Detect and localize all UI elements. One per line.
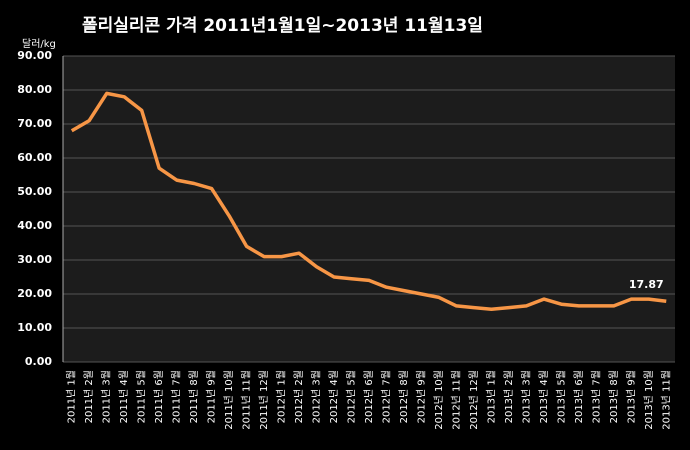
x-tick-label: 2012년 5월 [346,370,358,423]
x-tick-label: 2011년 9월 [206,370,218,423]
x-tick-label: 2012년 6월 [363,370,375,423]
y-axis-label: 달러/kg [22,38,56,50]
x-tick-label: 2012년 11월 [450,370,462,430]
y-tick-label: 40.00 [17,219,52,232]
y-tick-label: 80.00 [17,83,52,96]
x-tick-label: 2012년 10월 [433,370,445,430]
y-tick-label: 60.00 [17,151,52,164]
x-tick-label: 2012년 9월 [415,370,427,423]
x-tick-label: 2012년 2월 [293,370,305,423]
y-tick-label: 0.00 [25,355,52,368]
x-tick-label: 2012년 3월 [311,370,323,423]
x-tick-label: 2013년 10월 [643,370,655,430]
x-tick-label: 2011년 4월 [118,370,130,423]
x-tick-label: 2011년 11월 [241,370,253,430]
x-tick-label: 2013년 1월 [485,370,497,423]
y-tick-label: 30.00 [17,253,52,266]
x-tick-label: 2011년 8월 [188,370,200,423]
x-tick-label: 2013년 2월 [503,370,515,423]
x-tick-label: 2012년 7월 [380,370,392,423]
x-tick-label: 2011년 2월 [83,370,95,423]
chart-title: 폴리실리콘 가격 2011년1월1일~2013년 11월13일 [82,16,483,36]
data-line [70,91,667,312]
x-tick-label: 2011년 3월 [101,370,113,423]
data-label: 17.87 [629,278,664,291]
x-tick-label: 2011년 12월 [258,370,270,430]
x-tick-label: 2013년 3월 [520,370,532,423]
y-tick-label: 90.00 [17,49,52,62]
y-tick-label: 10.00 [17,321,52,334]
x-tick-label: 2013년 4월 [538,370,550,423]
x-tick-label: 2012년 12월 [468,370,480,430]
x-tick-label: 2011년 5월 [136,370,148,423]
plot-area [63,56,675,362]
x-tick-label: 2011년 10월 [223,370,235,430]
y-tick-label: 20.00 [17,287,52,300]
x-tick-label: 2011년 1월 [66,370,78,423]
x-tick-label: 2013년 11월 [660,370,672,430]
x-tick-label: 2012년 1월 [276,370,288,423]
x-tick-label: 2013년 8월 [608,370,620,423]
x-tick-label: 2013년 9월 [625,370,637,423]
x-tick-label: 2013년 5월 [555,370,567,423]
y-tick-label: 50.00 [17,185,52,198]
x-tick-label: 2013년 6월 [573,370,585,423]
x-tick-label: 2011년 7월 [171,370,183,423]
x-tick-label: 2013년 7월 [590,370,602,423]
y-tick-label: 70.00 [17,117,52,130]
x-tick-label: 2011년 6월 [153,370,165,423]
x-tick-label: 2012년 4월 [328,370,340,423]
x-tick-label: 2012년 8월 [398,370,410,423]
